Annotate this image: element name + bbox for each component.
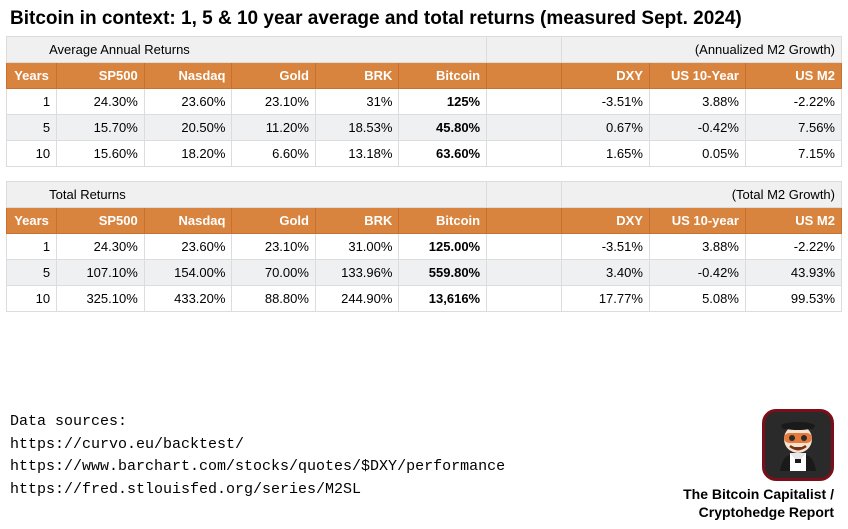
cell: 88.80% bbox=[232, 286, 316, 312]
cell: 63.60% bbox=[399, 141, 487, 167]
credit-box: The Bitcoin Capitalist / Cryptohedge Rep… bbox=[614, 409, 834, 521]
cell: 1 bbox=[7, 234, 57, 260]
avg-returns-table: Average Annual Returns (Annualized M2 Gr… bbox=[6, 36, 842, 167]
cell: 7.15% bbox=[745, 141, 841, 167]
cell: 125% bbox=[399, 89, 487, 115]
cell: 10 bbox=[7, 141, 57, 167]
cell: 244.90% bbox=[315, 286, 399, 312]
cell: 23.60% bbox=[144, 89, 232, 115]
cell: 23.60% bbox=[144, 234, 232, 260]
cell: 20.50% bbox=[144, 115, 232, 141]
col-header: Gold bbox=[232, 208, 316, 234]
cell: 133.96% bbox=[315, 260, 399, 286]
section-label: Average Annual Returns bbox=[7, 37, 487, 63]
table-row: 10325.10%433.20%88.80%244.90%13,616% 17.… bbox=[7, 286, 842, 312]
cell: 3.88% bbox=[649, 234, 745, 260]
col-header: Years bbox=[7, 63, 57, 89]
cell: 15.60% bbox=[57, 141, 145, 167]
cell: 13,616% bbox=[399, 286, 487, 312]
cell: 5 bbox=[7, 260, 57, 286]
cell: 45.80% bbox=[399, 115, 487, 141]
col-header: BRK bbox=[315, 63, 399, 89]
credit-line-1: The Bitcoin Capitalist / bbox=[683, 486, 834, 502]
cell: 24.30% bbox=[57, 234, 145, 260]
footer: Data sources: https://curvo.eu/backtest/… bbox=[10, 411, 838, 521]
cell: 325.10% bbox=[57, 286, 145, 312]
cell: 5 bbox=[7, 115, 57, 141]
cell: 15.70% bbox=[57, 115, 145, 141]
cell bbox=[487, 141, 562, 167]
col-header: DXY bbox=[562, 208, 650, 234]
cell: 0.67% bbox=[562, 115, 650, 141]
col-header: Gold bbox=[232, 63, 316, 89]
col-header: Nasdaq bbox=[144, 208, 232, 234]
col-header: SP500 bbox=[57, 208, 145, 234]
cell: 43.93% bbox=[745, 260, 841, 286]
cell: 6.60% bbox=[232, 141, 316, 167]
cell: 31% bbox=[315, 89, 399, 115]
total-returns-table: Total Returns (Total M2 Growth) YearsSP50… bbox=[6, 181, 842, 312]
cell: 18.53% bbox=[315, 115, 399, 141]
cell: 1.65% bbox=[562, 141, 650, 167]
cell bbox=[487, 234, 562, 260]
col-header: Years bbox=[7, 208, 57, 234]
cell: 17.77% bbox=[562, 286, 650, 312]
cell: 24.30% bbox=[57, 89, 145, 115]
section-right-label: (Annualized M2 Growth) bbox=[562, 37, 842, 63]
cell: -0.42% bbox=[649, 260, 745, 286]
col-header: US M2 bbox=[745, 208, 841, 234]
col-header: SP500 bbox=[57, 63, 145, 89]
cell: 107.10% bbox=[57, 260, 145, 286]
cell: 433.20% bbox=[144, 286, 232, 312]
cell: -3.51% bbox=[562, 89, 650, 115]
page-title: Bitcoin in context: 1, 5 & 10 year avera… bbox=[10, 8, 842, 30]
table-row: 124.30%23.60%23.10%31.00%125.00% -3.51%3… bbox=[7, 234, 842, 260]
cell: 10 bbox=[7, 286, 57, 312]
col-header bbox=[487, 63, 562, 89]
cell: -3.51% bbox=[562, 234, 650, 260]
cell: 1 bbox=[7, 89, 57, 115]
cell: 3.40% bbox=[562, 260, 650, 286]
cell: 7.56% bbox=[745, 115, 841, 141]
table-row: 5107.10%154.00%70.00%133.96%559.80% 3.40… bbox=[7, 260, 842, 286]
table-row: 124.30%23.60%23.10%31%125% -3.51%3.88%-2… bbox=[7, 89, 842, 115]
col-header: US 10-year bbox=[649, 208, 745, 234]
cell bbox=[487, 89, 562, 115]
cell: 154.00% bbox=[144, 260, 232, 286]
cell: 13.18% bbox=[315, 141, 399, 167]
col-header: Bitcoin bbox=[399, 208, 487, 234]
table-row: 1015.60%18.20%6.60%13.18%63.60% 1.65%0.0… bbox=[7, 141, 842, 167]
col-header: BRK bbox=[315, 208, 399, 234]
cell: 5.08% bbox=[649, 286, 745, 312]
col-header: Bitcoin bbox=[399, 63, 487, 89]
table-row: 515.70%20.50%11.20%18.53%45.80% 0.67%-0.… bbox=[7, 115, 842, 141]
col-header: Nasdaq bbox=[144, 63, 232, 89]
cell: 125.00% bbox=[399, 234, 487, 260]
cell bbox=[487, 115, 562, 141]
cell: -2.22% bbox=[745, 89, 841, 115]
cell bbox=[487, 260, 562, 286]
cell: 99.53% bbox=[745, 286, 841, 312]
cell: -0.42% bbox=[649, 115, 745, 141]
logo-icon bbox=[762, 409, 834, 481]
section-label: Total Returns bbox=[7, 182, 487, 208]
credit-line-2: Cryptohedge Report bbox=[699, 504, 834, 520]
cell bbox=[487, 286, 562, 312]
cell: 23.10% bbox=[232, 234, 316, 260]
col-header: DXY bbox=[562, 63, 650, 89]
section-right-label: (Total M2 Growth) bbox=[562, 182, 842, 208]
cell: 23.10% bbox=[232, 89, 316, 115]
cell: -2.22% bbox=[745, 234, 841, 260]
col-header: US 10-Year bbox=[649, 63, 745, 89]
cell: 3.88% bbox=[649, 89, 745, 115]
cell: 559.80% bbox=[399, 260, 487, 286]
col-header: US M2 bbox=[745, 63, 841, 89]
cell: 11.20% bbox=[232, 115, 316, 141]
cell: 70.00% bbox=[232, 260, 316, 286]
cell: 31.00% bbox=[315, 234, 399, 260]
cell: 0.05% bbox=[649, 141, 745, 167]
cell: 18.20% bbox=[144, 141, 232, 167]
col-header bbox=[487, 208, 562, 234]
